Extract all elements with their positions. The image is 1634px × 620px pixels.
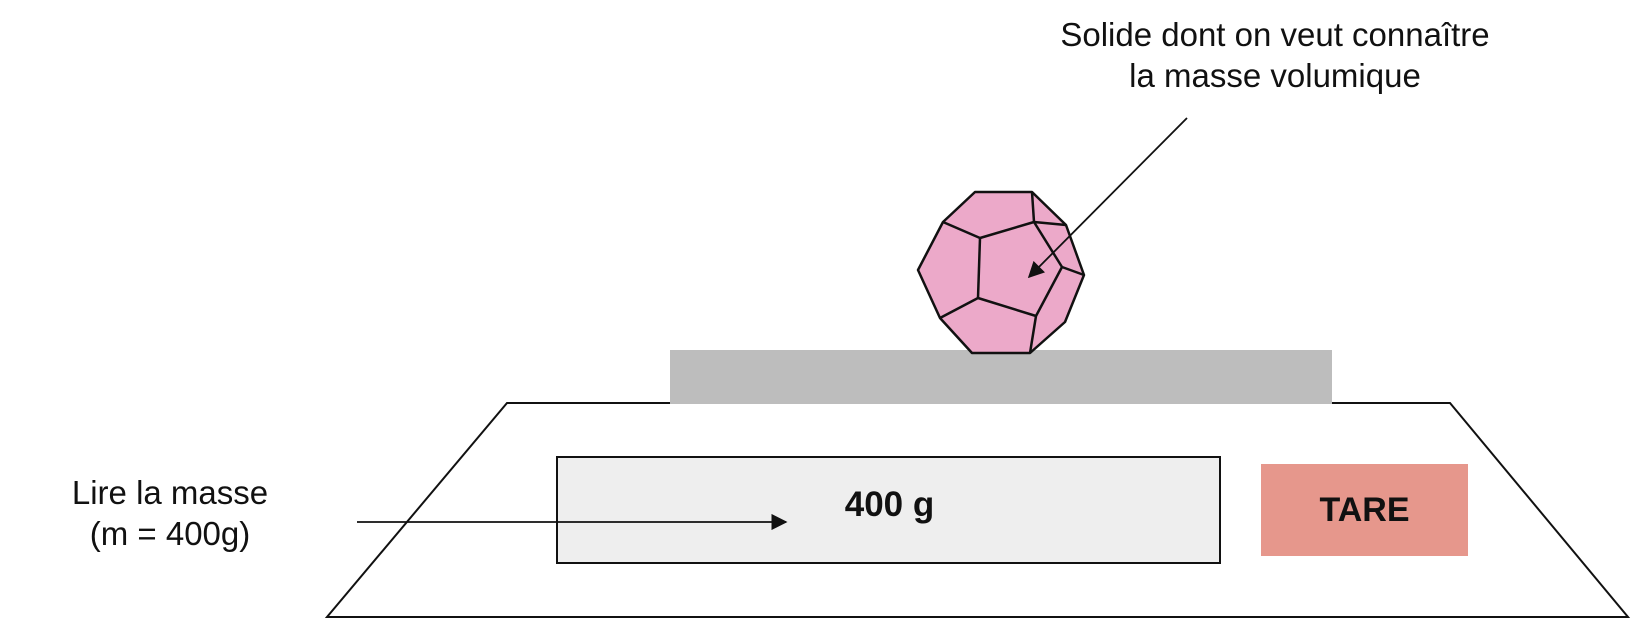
solid-annotation-line2: la masse volumique: [1129, 57, 1421, 94]
display-readout: 400 g: [844, 485, 935, 524]
solid-annotation-line1: Solide dont on veut connaître: [1060, 16, 1490, 53]
mass-annotation-line2: (m = 400g): [89, 515, 251, 552]
mass-annotation-line1: Lire la masse: [71, 474, 269, 511]
tare-button[interactable]: TARE: [1261, 464, 1468, 556]
solid-annotation: Solide dont on veut connaître la masse v…: [1030, 14, 1520, 96]
weighing-plate: [670, 350, 1332, 404]
display-screen: [556, 456, 1221, 564]
solid-pointer-arrow: [1027, 117, 1188, 279]
dodecahedron-solid: [916, 190, 1086, 355]
mass-annotation: Lire la masse (m = 400g): [40, 472, 300, 554]
